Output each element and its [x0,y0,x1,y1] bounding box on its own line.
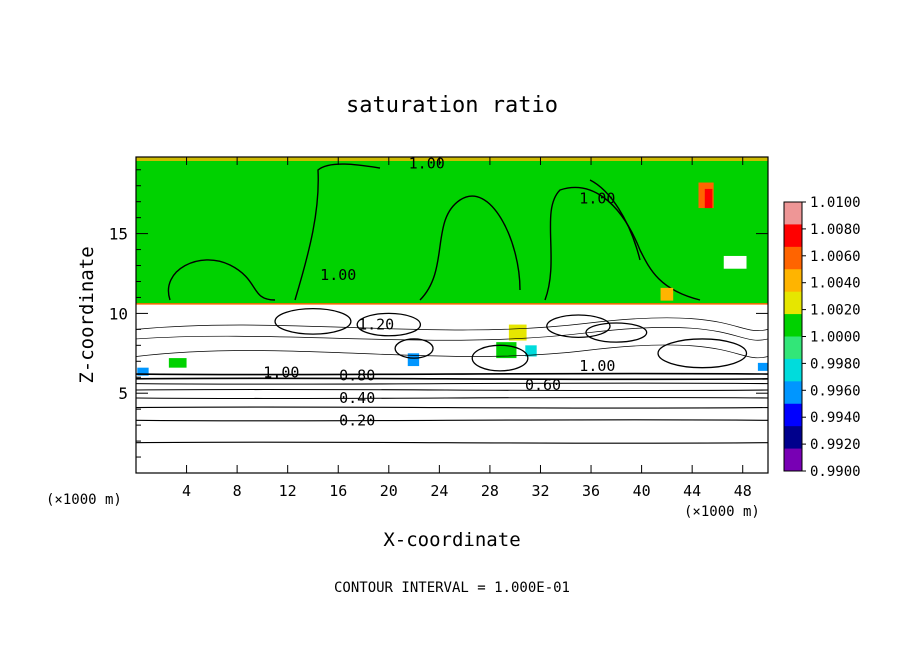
colorbar-label: 1.0080 [810,222,861,238]
x-tick-label: 12 [279,482,297,500]
colorbar-swatch [784,403,802,427]
x-tick-label: 48 [734,482,752,500]
colorbar-swatch [784,448,802,472]
colorbar-label: 1.0060 [810,249,861,265]
x-tick-label: 4 [182,482,191,500]
contour-label: 0.80 [339,367,375,385]
colorbar-label: 1.0000 [810,330,861,346]
colorbar-label: 0.9960 [810,383,861,399]
colorbar-label: 1.0020 [810,303,861,319]
contour-loop [274,307,352,335]
color-patch [723,255,747,269]
x-unit-right: (×1000 m) [684,504,760,520]
x-tick-label: 32 [531,482,549,500]
contour-loop [657,338,748,369]
colorbar-swatch [784,336,802,360]
colorbar-swatch [784,224,802,248]
colorbar-swatch [784,314,802,337]
colorbar-label: 0.9900 [810,464,861,480]
chart-title: saturation ratio [346,93,558,118]
contour-loop [394,338,434,359]
color-patch [407,353,420,367]
colorbar-swatch [784,246,802,270]
color-patch [525,345,537,357]
colorbar-label: 1.0100 [810,195,861,211]
contour-loop [546,314,611,338]
color-patch [660,287,674,301]
x-tick-label: 8 [233,482,242,500]
contour-label: 0.40 [339,389,375,407]
contour-line [135,327,769,341]
top-edge-band [136,157,768,161]
contour-line [135,382,769,385]
y-tick-label: 15 [109,225,128,244]
colorbar-swatch [784,358,802,382]
y-axis-label: Z-coordinate [76,246,98,383]
colorbar-swatch [784,269,802,293]
contour-label: 1.00 [409,154,445,172]
contour-line [135,419,769,422]
contour-loop [471,344,529,372]
colorbar-swatch [784,381,802,405]
colorbar-swatch [784,202,802,225]
contour-interval-footer: CONTOUR INTERVAL = 1.000E-01 [334,580,570,596]
x-axis-label: X-coordinate [383,529,520,551]
colorbar: 1.0100 1.0080 1.0060 1.0040 1.0020 1.0000 0.99… [783,195,861,480]
contour-line [135,344,769,359]
contour-label: 1.00 [579,189,615,207]
x-tick-label: 44 [683,482,701,500]
contour-line [135,406,769,409]
y-axis: 5 10 15 [109,169,768,458]
colorbar-label: 0.9980 [810,356,861,372]
colorbar-label: 0.9940 [810,410,861,426]
x-tick-label: 40 [633,482,651,500]
x-tick-label: 24 [430,482,448,500]
x-tick-label: 36 [582,482,600,500]
contour-line [135,388,769,392]
plot-area: 1.00 1.00 1.00 1.20 1.00 0.80 1.00 0.60 0.40 0.20 [135,154,769,444]
color-patch [704,188,713,209]
x-unit-left: (×1000 m) [46,492,122,508]
colorbar-label: 0.9920 [810,437,861,453]
contour-line [544,186,701,301]
contour-label: 0.60 [525,376,561,394]
contour-line [135,377,769,381]
color-patch [137,367,149,376]
color-patch [757,362,768,371]
contour-label: 1.20 [358,316,394,334]
plot-frame [135,156,769,474]
x-tick-label: 16 [329,482,347,500]
contour-line [419,195,521,301]
y-tick-label: 10 [109,304,128,323]
contour-line [294,163,381,301]
x-axis: 4 8 12 16 20 24 28 32 36 40 44 48 [182,157,752,500]
contour-label: 1.00 [320,266,356,284]
color-patch [168,358,187,368]
y-tick-label: 5 [118,384,128,403]
contour-line [167,259,276,301]
contour-loop [356,312,422,337]
contour-line [135,441,769,444]
contour-line [135,317,769,331]
contour-line [589,179,641,261]
contour-line [135,372,769,376]
x-tick-label: 28 [481,482,499,500]
colorbar-swatch [784,426,802,450]
contour-loop [585,322,648,343]
x-tick-label: 20 [380,482,398,500]
contour-label: 0.20 [339,411,375,429]
supersaturated-region [136,157,768,304]
contour-line [135,396,769,400]
contour-label: 1.00 [579,357,615,375]
contour-label: 1.00 [263,363,299,381]
colorbar-swatch [784,291,802,315]
colorbar-label: 1.0040 [810,276,861,292]
